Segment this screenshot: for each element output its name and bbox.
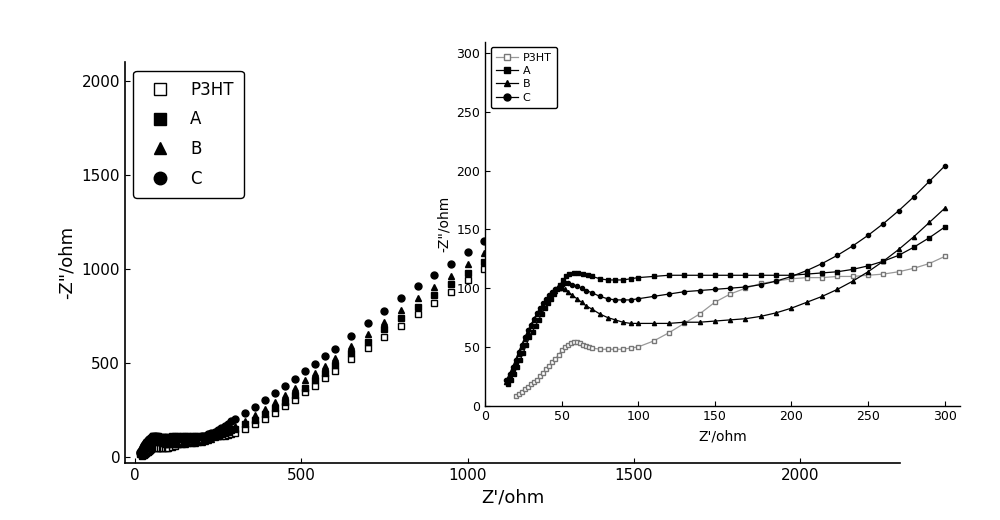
A (557, 277, 569, 283)
C (728, 102, 740, 109)
Y-axis label: -Z"/ohm: -Z"/ohm (437, 196, 451, 252)
B (578, 180, 590, 187)
C (580, 288, 592, 294)
Y-axis label: -Z"/ohm: -Z"/ohm (58, 226, 76, 299)
B (545, 205, 557, 211)
A (514, 357, 526, 363)
C (199, 433, 211, 439)
B (939, 205, 951, 212)
C (877, 220, 889, 227)
B (556, 285, 568, 291)
C (134, 450, 146, 456)
P3HT (583, 344, 595, 350)
P3HT (877, 271, 889, 277)
Line: P3HT: P3HT (138, 74, 837, 459)
A (939, 224, 951, 230)
P3HT (939, 253, 951, 259)
C (628, 131, 640, 137)
P3HT (144, 447, 156, 453)
P3HT (156, 445, 168, 451)
Legend: P3HT, A, B, C: P3HT, A, B, C (491, 47, 557, 108)
C (513, 348, 525, 355)
Line: P3HT: P3HT (514, 254, 947, 398)
P3HT (632, 344, 644, 350)
A (663, 272, 675, 278)
B (513, 351, 525, 357)
X-axis label: Z'/ohm: Z'/ohm (698, 429, 747, 443)
C (154, 437, 166, 443)
A (147, 433, 159, 439)
A (152, 433, 164, 439)
A (744, 102, 756, 109)
Legend: P3HT, A, B, C: P3HT, A, B, C (133, 71, 244, 198)
X-axis label: Z'/ohm: Z'/ohm (481, 488, 544, 506)
B (156, 440, 168, 446)
C (159, 437, 171, 444)
P3HT (136, 452, 148, 459)
P3HT (522, 384, 534, 390)
P3HT (663, 330, 675, 336)
Line: C: C (504, 164, 947, 382)
Line: A: A (506, 225, 947, 386)
P3HT (565, 340, 577, 346)
P3HT (728, 102, 740, 109)
P3HT (510, 393, 522, 399)
P3HT (345, 356, 357, 362)
P3HT (545, 221, 557, 227)
C (556, 281, 568, 288)
B (728, 78, 740, 84)
P3HT (578, 199, 590, 205)
Line: A: A (136, 102, 754, 457)
B (345, 343, 357, 349)
B (142, 438, 154, 444)
C (663, 291, 675, 297)
A (179, 433, 191, 439)
A (877, 258, 889, 264)
P3HT (827, 74, 839, 81)
A (143, 437, 155, 443)
C (632, 296, 644, 302)
B (134, 450, 146, 457)
B (877, 258, 889, 264)
B (632, 320, 644, 327)
A (632, 275, 644, 281)
A (582, 272, 594, 278)
C (794, 112, 806, 118)
B (500, 379, 512, 385)
A (202, 433, 214, 439)
C (500, 376, 512, 383)
Line: C: C (136, 102, 804, 457)
B (580, 303, 592, 309)
B (663, 320, 675, 327)
C (939, 163, 951, 169)
Line: B: B (504, 206, 947, 384)
A (478, 258, 490, 265)
Line: B: B (136, 53, 804, 457)
C (152, 436, 164, 442)
A (134, 451, 146, 457)
B (794, 54, 806, 60)
A (502, 381, 514, 387)
C (143, 436, 155, 443)
